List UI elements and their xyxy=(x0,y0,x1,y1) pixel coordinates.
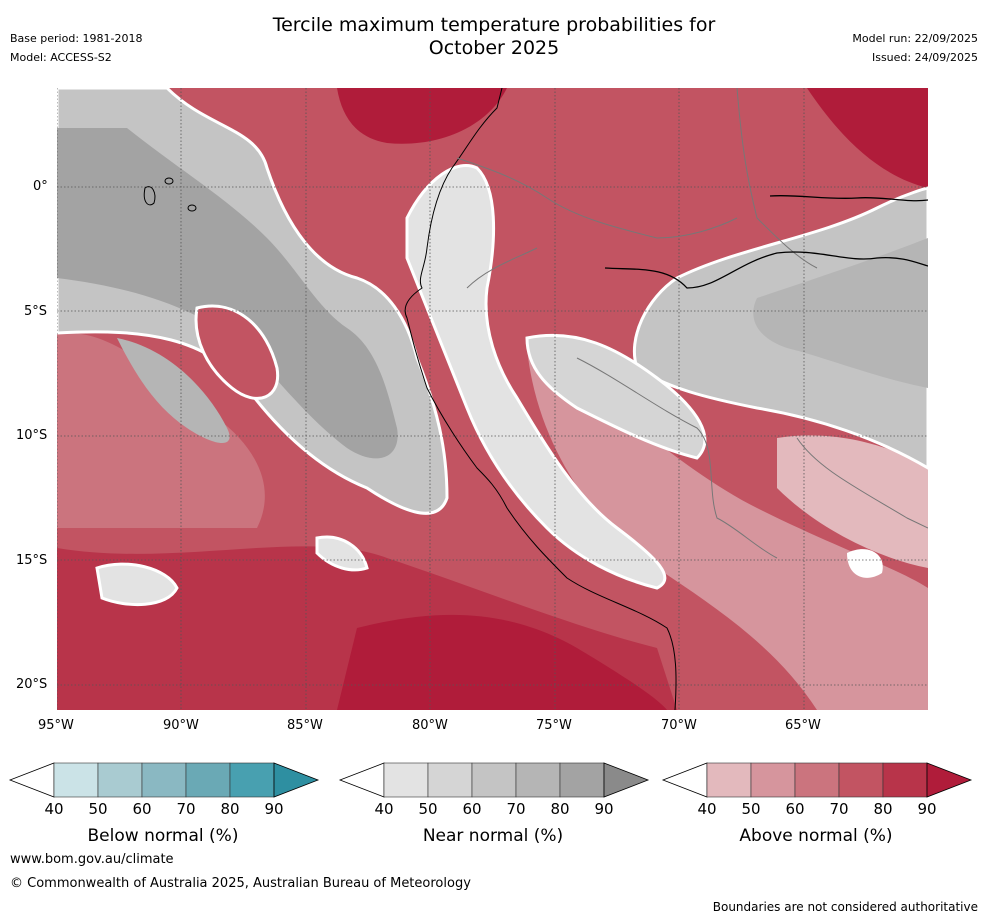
colorbar-extend-low xyxy=(8,762,55,798)
lon-label-70w: 70°W xyxy=(661,718,697,733)
colorbar-tick-label: 80 xyxy=(873,800,893,818)
galapagos-islands xyxy=(143,177,197,212)
colorbar-tick-label: 40 xyxy=(697,800,717,818)
colorbar-tick-label: 90 xyxy=(594,800,614,818)
boundary-disclaimer: Boundaries are not considered authoritat… xyxy=(712,900,978,914)
colorbar-segment xyxy=(515,762,561,798)
below-40-patch-east xyxy=(847,549,883,578)
lat-label-15s: 15°S xyxy=(16,553,48,568)
colorbar-extend-high xyxy=(926,762,973,798)
issued-label: Issued: 24/09/2025 xyxy=(871,51,978,64)
colorbar-above-normal xyxy=(661,762,973,798)
colorbar-tick-label: 50 xyxy=(741,800,761,818)
map-title: Tercile maximum temperature probabilitie… xyxy=(0,14,988,60)
title-line-1: Tercile maximum temperature probabilitie… xyxy=(272,14,716,36)
near-normal-70-region-west xyxy=(57,128,398,459)
near-normal-patch-south xyxy=(95,562,179,607)
probability-map xyxy=(57,88,928,710)
title-line-2: October 2025 xyxy=(428,37,560,59)
colorbar-tick-label: 70 xyxy=(176,800,196,818)
base-period-label: Base period: 1981-2018 xyxy=(10,32,143,45)
colorbar-segment xyxy=(229,762,275,798)
colorbar-segment xyxy=(383,762,429,798)
colorbar-segment xyxy=(882,762,928,798)
colorbar-near-normal xyxy=(338,762,650,798)
lon-label-75w: 75°W xyxy=(536,718,572,733)
colorbar-tick-label: 60 xyxy=(785,800,805,818)
colorbar-extend-low xyxy=(338,762,385,798)
colorbar-tick-label: 90 xyxy=(264,800,284,818)
colorbar-segment xyxy=(97,762,143,798)
graticule xyxy=(57,88,928,710)
colorbar-extend-low xyxy=(661,762,708,798)
copyright-text: © Commonwealth of Australia 2025, Austra… xyxy=(10,876,471,891)
colorbar-tick-label: 60 xyxy=(462,800,482,818)
colorbar-label-below-normal: Below normal (%) xyxy=(87,826,239,846)
lon-label-80w: 80°W xyxy=(412,718,448,733)
lon-label-65w: 65°W xyxy=(785,718,821,733)
above-normal-90-region-northeast xyxy=(807,88,928,188)
colorbar-segment xyxy=(141,762,187,798)
colorbar-tick-label: 40 xyxy=(44,800,64,818)
colorbar-below-normal xyxy=(8,762,320,798)
near-normal-60-region-east xyxy=(753,238,928,388)
colorbar-tick-label: 80 xyxy=(220,800,240,818)
above-normal-90-region-south xyxy=(337,614,667,710)
colorbar-segment xyxy=(750,762,796,798)
lat-label-5s: 5°S xyxy=(24,304,48,319)
colorbar-tick-label: 90 xyxy=(917,800,937,818)
above-normal-50-region-east xyxy=(527,348,928,710)
colorbar-extend-high xyxy=(273,762,320,798)
website-link[interactable]: www.bom.gov.au/climate xyxy=(10,852,174,867)
lon-label-90w: 90°W xyxy=(163,718,199,733)
colorbar-segment xyxy=(559,762,605,798)
colorbar-segment xyxy=(838,762,884,798)
model-run-label: Model run: 22/09/2025 xyxy=(852,32,978,45)
colorbar-tick-label: 70 xyxy=(506,800,526,818)
colorbar-tick-label: 40 xyxy=(374,800,394,818)
national-borders xyxy=(456,88,928,559)
colorbar-tick-label: 50 xyxy=(418,800,438,818)
lon-label-85w: 85°W xyxy=(287,718,323,733)
near-normal-60-region-southwest xyxy=(117,338,230,443)
coastline xyxy=(404,88,677,710)
model-label: Model: ACCESS-S2 xyxy=(10,51,112,64)
above-normal-patch-offshore xyxy=(194,304,280,400)
lon-label-95w: 95°W xyxy=(38,718,74,733)
colorbar-tick-label: 70 xyxy=(829,800,849,818)
near-normal-region-central xyxy=(525,333,707,460)
near-normal-coastal-strip xyxy=(405,163,667,590)
lat-label-0: 0° xyxy=(33,179,48,194)
colorbar-segment xyxy=(471,762,517,798)
colorbar-segment xyxy=(427,762,473,798)
colorbar-tick-label: 50 xyxy=(88,800,108,818)
colorbar-tick-label: 80 xyxy=(550,800,570,818)
colorbar-segment xyxy=(794,762,840,798)
colorbar-tick-label: 60 xyxy=(132,800,152,818)
colorbar-label-near-normal: Near normal (%) xyxy=(422,826,564,846)
lat-label-20s: 20°S xyxy=(16,677,48,692)
colorbars xyxy=(8,762,973,798)
lat-label-10s: 10°S xyxy=(16,428,48,443)
colorbar-segment xyxy=(706,762,752,798)
colorbar-segment xyxy=(185,762,231,798)
colorbar-label-above-normal: Above normal (%) xyxy=(739,826,893,846)
rivers xyxy=(604,194,928,289)
colorbar-segment xyxy=(53,762,99,798)
colorbar-extend-high xyxy=(603,762,650,798)
above-normal-60-region-west xyxy=(57,332,265,528)
near-normal-patch-south-2 xyxy=(315,535,369,572)
above-normal-90-region-north xyxy=(337,88,507,144)
above-normal-40-region-east xyxy=(777,435,928,568)
